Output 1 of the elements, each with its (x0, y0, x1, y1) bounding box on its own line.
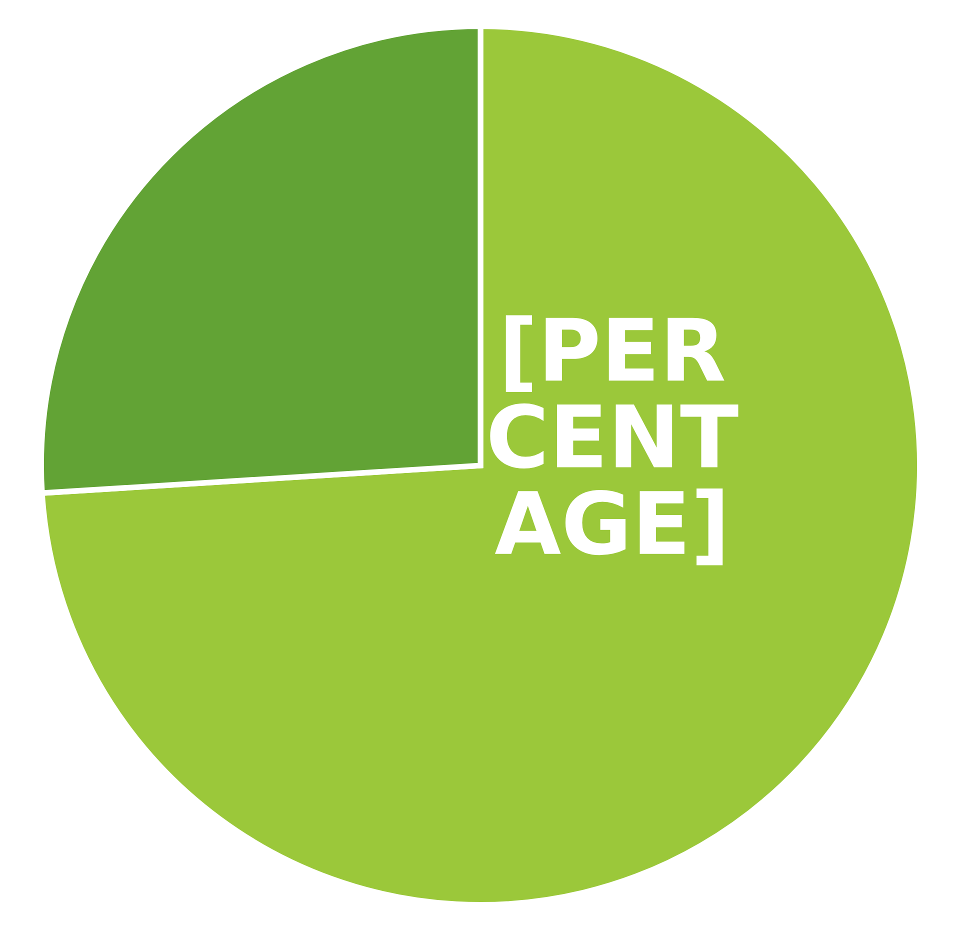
data-label: [PER CENT AGE] (490, 315, 738, 566)
